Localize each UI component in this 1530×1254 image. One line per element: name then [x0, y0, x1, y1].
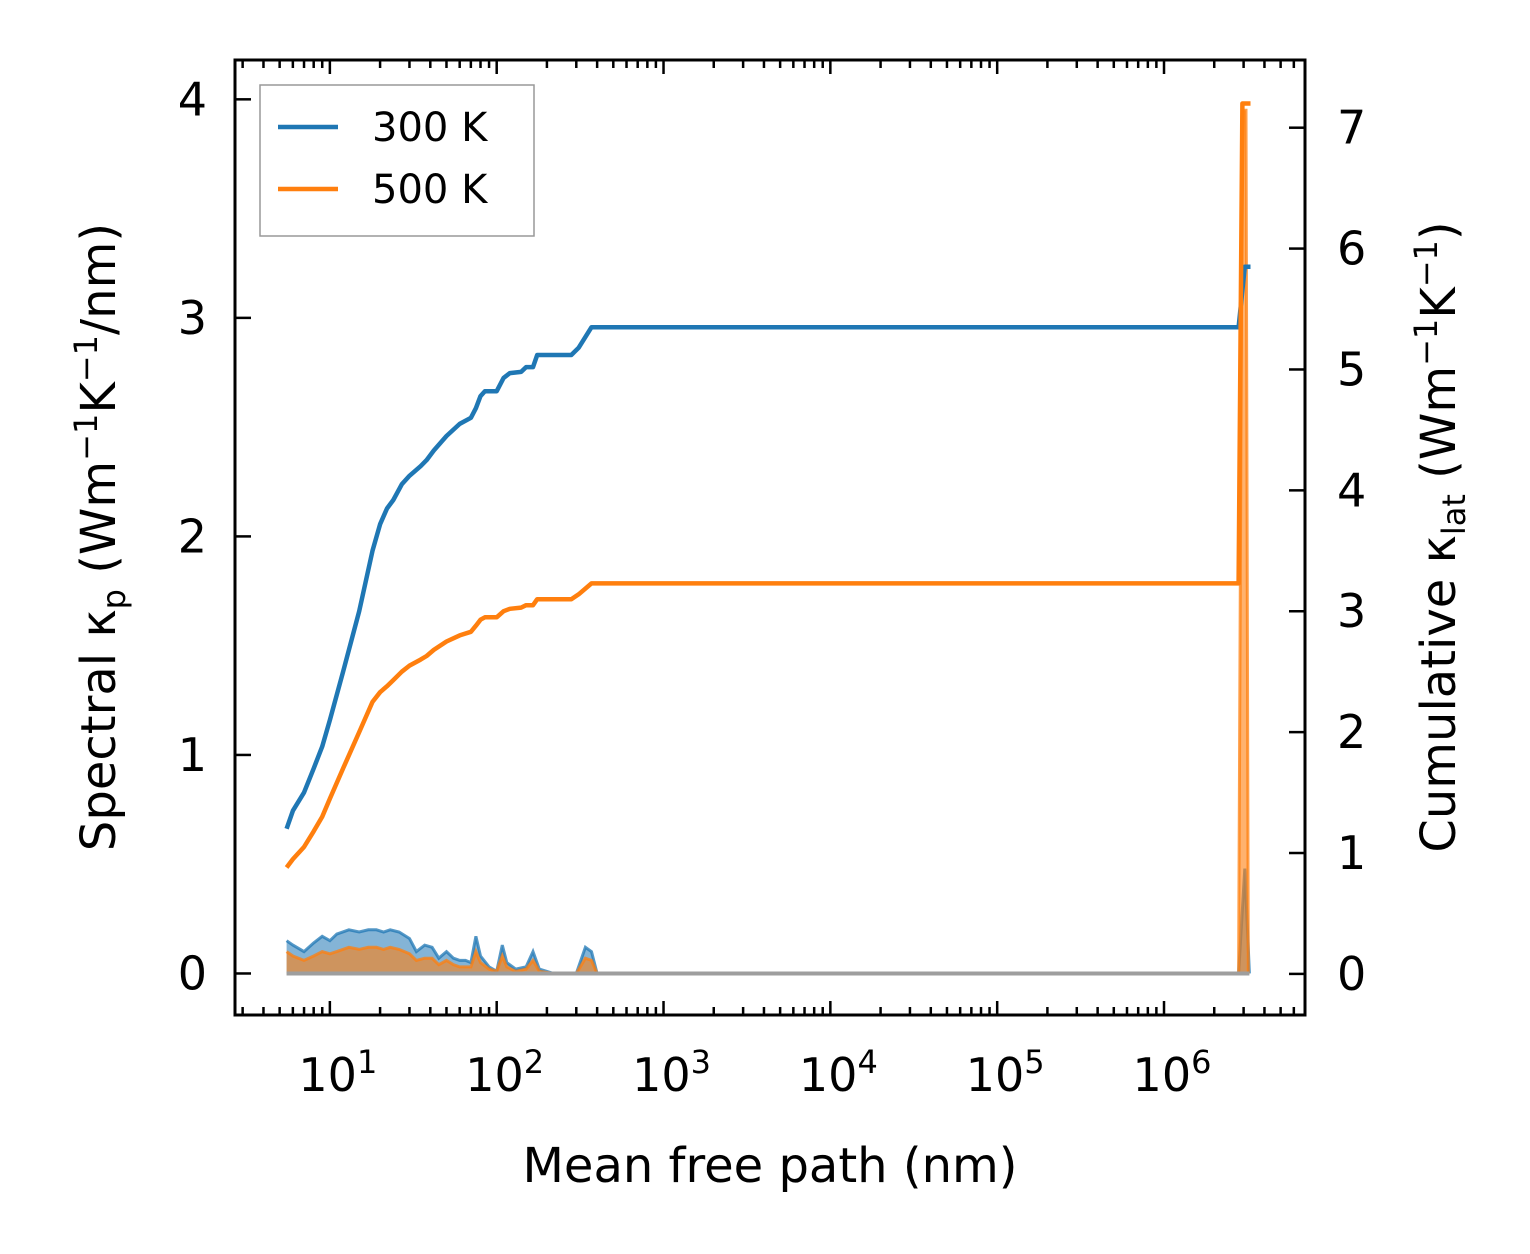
y-right-tick-label: 6 — [1337, 222, 1366, 276]
cumulative-line-300k — [284, 264, 1251, 830]
legend-box — [259, 84, 535, 237]
x-tick-label: 106 — [1133, 1043, 1212, 1102]
y-left-tick-label: 4 — [178, 72, 207, 126]
cumulative-line-500k — [284, 101, 1251, 869]
spectral-fill-layer — [285, 108, 1251, 976]
y-left-axis-title: Spectral κp (Wm−1K−1/nm) — [67, 223, 133, 851]
y-right-tick-label: 3 — [1337, 584, 1366, 638]
cumulative-line-layer — [284, 101, 1251, 869]
legend-label-300k: 300 K — [372, 105, 489, 151]
y-right-tick-label: 2 — [1337, 705, 1366, 759]
legend-label-500k: 500 K — [372, 167, 489, 213]
plot-frame — [233, 58, 1307, 1017]
y-left-tick-label: 3 — [178, 291, 207, 345]
legend: 300 K 500 K — [259, 84, 535, 237]
y-right-tick-label: 5 — [1337, 342, 1366, 396]
y-right-tick-label: 7 — [1337, 101, 1366, 155]
labels-layer: 101 102 103 104 105 106 0 1 2 3 4 0 1 2 3 4 5 6 7 Mean free… — [67, 72, 1473, 1194]
y-left-tick-label: 2 — [178, 509, 207, 563]
y-right-axis-title: Cumulative κlat (Wm−1K−1) — [1407, 221, 1473, 852]
y-right-tick-label: 4 — [1337, 463, 1366, 517]
x-tick-label: 101 — [298, 1043, 377, 1102]
x-tick-label: 104 — [799, 1043, 878, 1102]
y-right-tick-label: 0 — [1337, 947, 1366, 1001]
y-left-tick-label: 0 — [178, 946, 207, 1000]
y-right-tick-label: 1 — [1337, 826, 1366, 880]
y-left-tick-label: 1 — [178, 728, 207, 782]
x-tick-label: 103 — [632, 1043, 711, 1102]
x-axis-title: Mean free path (nm) — [523, 1138, 1018, 1194]
x-tick-label: 102 — [465, 1043, 544, 1102]
x-tick-label: 105 — [966, 1043, 1045, 1102]
